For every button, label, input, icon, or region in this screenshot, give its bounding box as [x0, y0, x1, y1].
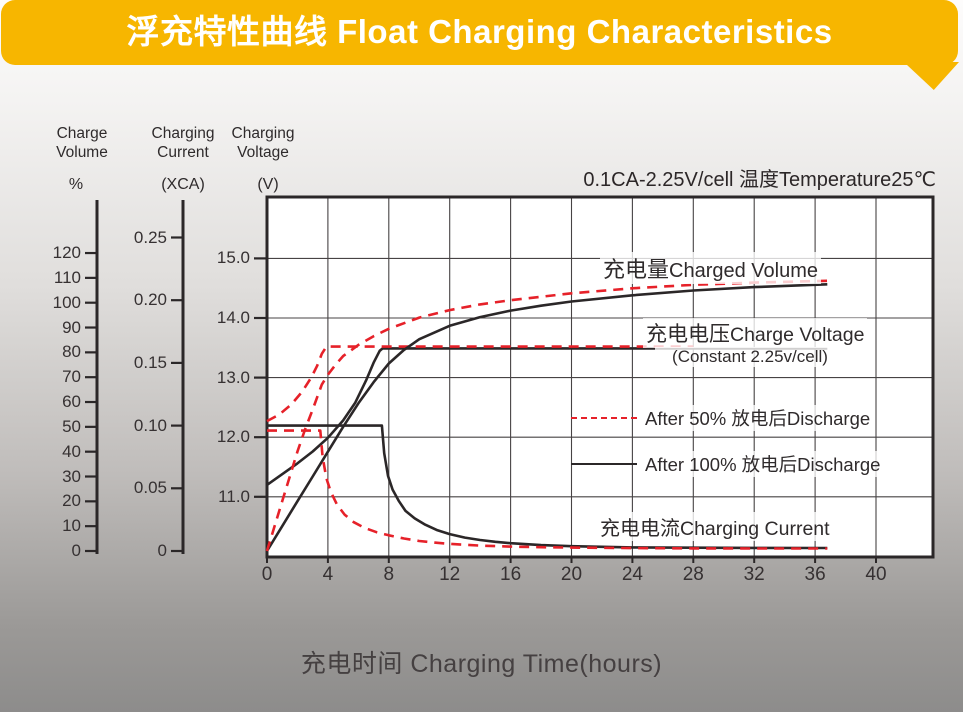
volume-tick-label: 120 [52, 243, 81, 263]
legend-after-50-label: After 50% 放电后Discharge [643, 405, 873, 431]
current-tick-label: 0.25 [133, 227, 167, 247]
legend-row-after-50: After 50% 放电后Discharge [571, 405, 873, 431]
voltage-tick-label: 13.0 [216, 367, 250, 387]
charge-voltage-label-zh: 充电电压 [646, 323, 730, 346]
current-tick-label: 0.20 [133, 290, 167, 310]
x-tick-label: 32 [743, 564, 765, 585]
voltage-axis-unit: (V) [257, 176, 279, 193]
x-tick-label: 20 [560, 564, 583, 585]
charged-volume-label: 充电量Charged Volume [600, 252, 821, 284]
x-tick-label: 40 [865, 564, 887, 585]
current-tick-label: 0.05 [133, 478, 167, 498]
volume-tick-label: 110 [53, 267, 81, 287]
current-tick-label: 0.10 [133, 415, 167, 435]
voltage-tick-label: 15.0 [216, 248, 250, 268]
curve-charged-volume-after-50 [265, 279, 828, 552]
current-axis-title-line2: Current [157, 144, 209, 161]
legend-after-100-label: After 100% 放电后Discharge [643, 451, 883, 477]
title-banner: 浮充特性曲线 Float Charging Characteristics [1, 0, 958, 65]
x-tick-label: 24 [621, 564, 643, 585]
current-axis-title: Charging Current [133, 124, 233, 162]
x-tick-label: 0 [261, 564, 273, 585]
x-tick-label: 8 [383, 564, 395, 585]
volume-tick-label: 50 [62, 416, 81, 436]
curve-charged-volume-after-100 [265, 283, 828, 552]
charged-volume-label-en: Charged Volume [669, 260, 818, 282]
legend-red-dashed-line-icon [571, 417, 637, 419]
current-tick-label: 0.15 [133, 352, 167, 372]
charge-voltage-label-en: Charge Voltage [730, 324, 865, 346]
charging-current-label: 充电电流Charging Current [597, 512, 833, 541]
current-tick-label: 0 [157, 541, 167, 560]
volume-tick-label: 0 [71, 541, 81, 560]
volume-axis-title: Charge Volume [32, 124, 132, 162]
plot-frame [265, 195, 935, 559]
legend-row-after-100: After 100% 放电后Discharge [571, 451, 883, 477]
voltage-tick-label: 11.0 [218, 486, 250, 506]
volume-tick-label: 30 [62, 466, 81, 486]
charge-voltage-sub-label: (Constant 2.25v/cell) [655, 347, 845, 367]
x-tick-label: 16 [500, 564, 522, 585]
current-axis-title-line1: Charging [151, 125, 215, 142]
x-tick-label: 36 [804, 564, 826, 585]
current-axis-unit: (XCA) [161, 176, 205, 193]
volume-tick-label: 60 [62, 392, 81, 412]
voltage-axis-title: Charging Voltage [213, 124, 313, 162]
volume-axis-title-line1: Charge [56, 125, 108, 142]
volume-tick-label: 40 [62, 441, 81, 461]
x-tick-label: 12 [439, 564, 461, 585]
volume-tick-label: 90 [62, 317, 81, 337]
voltage-tick-label: 12.0 [216, 427, 250, 447]
charging-current-label-en: Charging Current [680, 518, 830, 540]
test-condition-label: 0.1CA-2.25V/cell 温度Temperature25℃ [583, 169, 936, 191]
x-tick-label: 4 [322, 564, 334, 585]
curve-charging-current-after-50 [267, 429, 828, 550]
voltage-axis-title-line2: Voltage [237, 144, 289, 161]
voltage-tick-label: 14.0 [216, 308, 250, 327]
volume-axis-unit: % [68, 176, 84, 193]
volume-tick-label: 10 [62, 516, 81, 536]
volume-tick-label: 100 [52, 292, 81, 312]
charged-volume-label-zh: 充电量 [603, 257, 670, 282]
curve-charge-voltage-after-50 [266, 345, 694, 423]
charging-current-label-zh: 充电电流 [600, 518, 680, 540]
charge-voltage-label: 充电电压Charge Voltage [643, 318, 868, 348]
volume-tick-label: 80 [62, 342, 81, 362]
voltage-axis-title-line1: Charging [231, 125, 295, 142]
x-axis-title: 充电时间 Charging Time(hours) [300, 650, 663, 678]
x-tick-label: 28 [682, 564, 704, 585]
volume-tick-label: 70 [62, 367, 81, 387]
curve-charge-voltage-after-100 [266, 347, 828, 486]
volume-tick-label: 20 [62, 491, 81, 511]
volume-axis-title-line2: Volume [56, 144, 108, 161]
legend-black-solid-line-icon [571, 463, 637, 465]
